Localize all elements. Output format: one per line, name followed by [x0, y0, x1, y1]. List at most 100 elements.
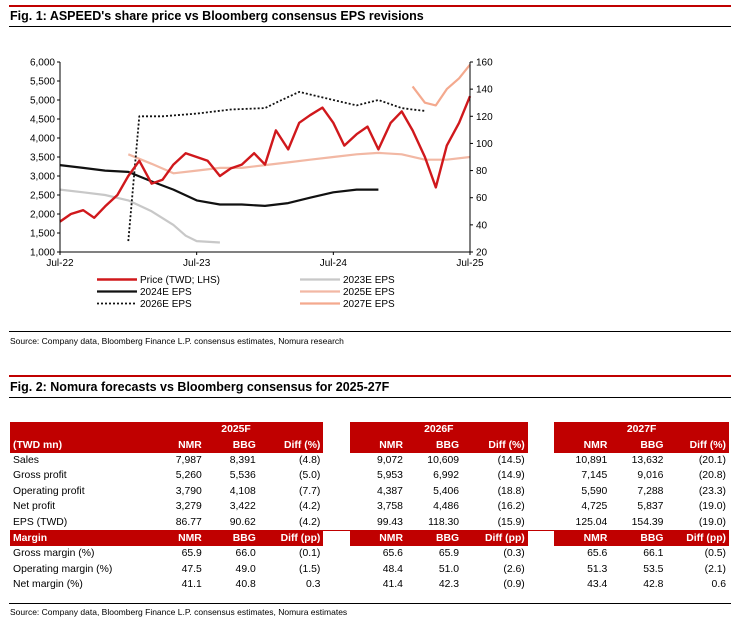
table-cell: 4,725 — [581, 501, 608, 513]
left-tick-label: 4,000 — [30, 134, 55, 145]
column-gap — [323, 468, 350, 484]
row-label: Gross profit — [13, 470, 67, 482]
column-gap — [323, 437, 350, 453]
margin-label: Margin — [10, 530, 149, 547]
column-gap — [323, 530, 350, 547]
table-cell: 3,422 — [229, 501, 256, 513]
right-tick-label: 20 — [476, 248, 488, 259]
right-tick-label: 60 — [476, 193, 488, 204]
column-header: NMR — [148, 437, 205, 453]
column-gap — [527, 561, 555, 577]
table-cell: 48.4 — [382, 563, 403, 575]
column-header: BBG — [610, 437, 667, 453]
table-cell: (14.5) — [497, 454, 525, 466]
table-cell: (0.5) — [704, 548, 726, 560]
table-cell: 40.8 — [235, 579, 256, 591]
right-tick-label: 40 — [476, 220, 488, 231]
table-cell: 65.9 — [181, 548, 202, 560]
x-tick-label: Jul-24 — [320, 258, 348, 269]
table-cell: (16.2) — [497, 501, 525, 513]
fig2-source: Source: Company data, Bloomberg Finance … — [10, 607, 348, 617]
table-cell: 0.6 — [711, 579, 726, 591]
table-cell: 5,837 — [637, 501, 664, 513]
table-cell: 5,536 — [229, 470, 256, 482]
column-header: Diff (%) — [462, 437, 528, 453]
column-gap — [527, 422, 555, 438]
table-cell: 125.04 — [554, 514, 611, 531]
column-header: BBG — [405, 437, 463, 453]
series-line-2027e-eps — [411, 64, 471, 107]
left-tick-label: 3,500 — [30, 153, 55, 164]
table-cell: 49.0 — [235, 563, 256, 575]
table-cell: 3,758 — [376, 501, 403, 513]
fig1-title: Fig. 1: ASPEED's share price vs Bloomber… — [10, 9, 424, 23]
table-cell: (2.6) — [503, 563, 525, 575]
year-header-row: 2025F 2026F 2027F — [10, 422, 729, 438]
table-cell: (2.1) — [704, 563, 726, 575]
margin-column-header: Diff (pp) — [666, 530, 729, 547]
left-tick-label: 2,000 — [30, 210, 55, 221]
table-cell: (0.3) — [503, 548, 525, 560]
row-label: Sales — [13, 454, 39, 466]
column-gap — [527, 576, 555, 593]
row-label: Net profit — [13, 501, 56, 513]
left-tick-label: 6,000 — [30, 58, 55, 69]
x-tick-label: Jul-25 — [456, 258, 484, 269]
table-cell: 65.9 — [438, 548, 460, 560]
right-tick-label: 160 — [476, 58, 493, 69]
table-cell: 3,790 — [175, 485, 202, 497]
table-cell: (0.9) — [503, 579, 525, 591]
fig2-bottom-rule — [9, 603, 731, 604]
column-gap — [323, 561, 350, 577]
table-cell: (4.8) — [299, 454, 321, 466]
series-line-2023e-eps — [59, 188, 220, 244]
table-cell: 7,145 — [581, 470, 608, 482]
table-cell: (19.0) — [698, 501, 726, 513]
table-cell: 51.0 — [438, 563, 460, 575]
right-tick-label: 140 — [476, 85, 493, 96]
row-label: Operating profit — [13, 485, 85, 497]
row-label: EPS (TWD) — [10, 514, 149, 531]
margin-column-header: BBG — [610, 530, 667, 547]
column-gap — [527, 437, 555, 453]
table-cell: 86.77 — [148, 514, 205, 531]
table-cell: (7.7) — [299, 485, 321, 497]
table-cell: 43.4 — [587, 579, 608, 591]
row-label: Gross margin (%) — [13, 548, 95, 560]
column-header-row: (TWD mn) NMR BBG Diff (%) NMR BBG Diff (%) NMR B… — [10, 437, 729, 453]
column-gap — [527, 498, 555, 515]
column-gap — [323, 483, 350, 499]
left-tick-label: 5,000 — [30, 96, 55, 107]
table-cell: 41.1 — [181, 579, 202, 591]
margin-column-header: BBG — [405, 530, 463, 547]
table-cell: (1.5) — [299, 563, 321, 575]
column-gap — [527, 468, 555, 484]
table-row: EPS (TWD) 86.77 90.62 (4.2) 99.43 118.30 (15.9… — [10, 514, 729, 531]
right-tick-label: 100 — [476, 139, 493, 150]
year-header: 2027F — [554, 422, 729, 438]
table-cell: (15.9) — [462, 514, 528, 531]
column-gap — [323, 576, 350, 593]
margin-column-header: Diff (pp) — [258, 530, 324, 547]
column-header: NMR — [349, 437, 406, 453]
table-cell: 47.5 — [181, 563, 202, 575]
margin-row: Gross margin (%) 65.9 66.0 (0.1) 65.6 65.9 (0.… — [10, 546, 729, 562]
table-cell: 90.62 — [204, 514, 259, 531]
table-cell: 5,260 — [175, 470, 202, 482]
legend-label: 2027E EPS — [343, 299, 395, 310]
legend-label: Price (TWD; LHS) — [140, 275, 220, 286]
fig1-top-rule — [9, 5, 731, 7]
column-gap — [323, 514, 350, 531]
table-cell: 4,108 — [229, 485, 256, 497]
column-gap — [323, 498, 350, 515]
column-header: BBG — [204, 437, 259, 453]
column-gap — [527, 514, 555, 531]
table-cell: 66.1 — [643, 548, 664, 560]
left-tick-label: 4,500 — [30, 115, 55, 126]
margin-row: Net margin (%) 41.1 40.8 0.3 41.4 42.3 (0.9) 43… — [10, 576, 729, 593]
table-cell: 6,992 — [433, 470, 460, 482]
series-line-2026e-eps — [127, 91, 426, 242]
margin-column-header: NMR — [148, 530, 205, 547]
table-cell: (14.9) — [497, 470, 525, 482]
table-cell: 5,590 — [581, 485, 608, 497]
